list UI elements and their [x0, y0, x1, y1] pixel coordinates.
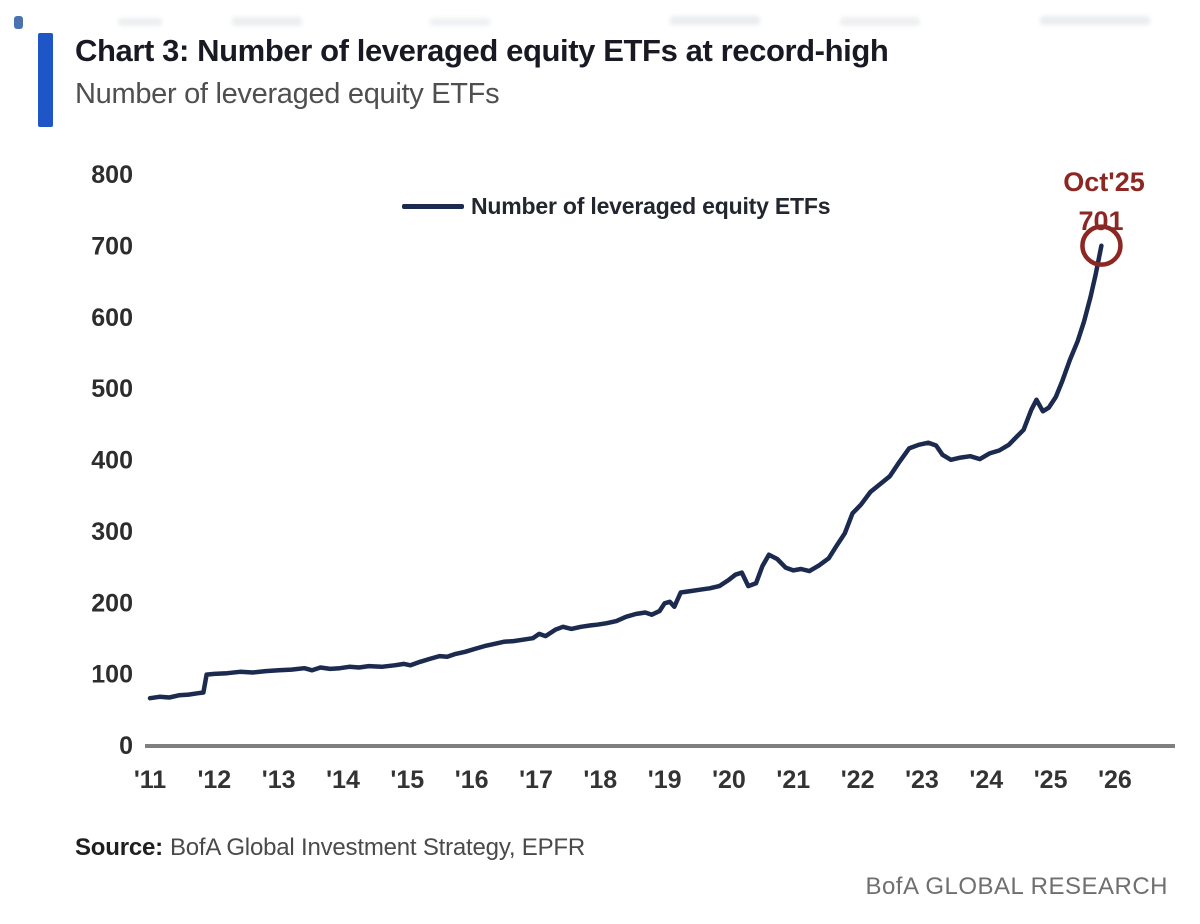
x-axis-tick-label: '19 — [648, 766, 682, 794]
data-line — [147, 243, 1104, 701]
x-axis-tick-label: '11 — [134, 766, 166, 794]
x-axis-tick-label: '12 — [197, 766, 231, 794]
x-axis-tick-label: '26 — [1098, 766, 1132, 794]
y-axis-tick-label: 400 — [91, 447, 133, 475]
x-axis-tick-label: '13 — [262, 766, 296, 794]
x-axis-tick-label: '15 — [390, 766, 424, 794]
y-axis-tick-label: 100 — [91, 661, 133, 689]
y-axis-tick-label: 0 — [119, 732, 133, 760]
legend-series-label: Number of leveraged equity ETFs — [471, 193, 831, 219]
title-accent-bar — [38, 33, 53, 127]
x-axis-tick-label: '22 — [841, 766, 875, 794]
x-axis-tick-label: '16 — [455, 766, 489, 794]
x-axis-tick-label: '24 — [969, 766, 1003, 794]
y-axis-tick-label: 700 — [91, 232, 133, 260]
x-axis-tick-label: '18 — [583, 766, 617, 794]
y-axis-tick-label: 300 — [91, 518, 133, 546]
x-axis-tick-label: '20 — [712, 766, 746, 794]
cropped-text-speck — [14, 16, 23, 29]
chart-title: Chart 3: Number of leveraged equity ETFs… — [75, 33, 889, 68]
x-axis-tick-label: '14 — [326, 766, 360, 794]
y-axis-tick-label: 500 — [91, 375, 133, 403]
y-axis-tick-label: 600 — [91, 304, 133, 332]
annotation-date-label: Oct'25 — [1063, 167, 1144, 197]
bofa-global-research-watermark: BofA GLOBAL RESEARCH — [865, 873, 1168, 900]
x-axis-tick-label: '21 — [776, 766, 810, 794]
record-high-circle — [1080, 224, 1123, 267]
legend-line-swatch — [402, 204, 464, 209]
chart-legend: Number of leveraged equity ETFs — [402, 193, 831, 220]
x-axis-tick-label: '23 — [905, 766, 939, 794]
source-text: BofA Global Investment Strategy, EPFR — [169, 834, 585, 861]
source-label: Source: — [75, 834, 163, 861]
x-axis-tick-label: '17 — [519, 766, 553, 794]
y-axis-tick-label: 800 — [91, 161, 133, 189]
source-row: Source: BofA Global Investment Strategy, … — [75, 834, 585, 862]
y-axis-tick-label: 200 — [91, 589, 133, 617]
annotation-value-label: 701 — [1078, 206, 1123, 236]
chart-subtitle: Number of leveraged equity ETFs — [75, 78, 500, 110]
chart-plot-group: 0 100 200 300 400 500 600 700 800 '11 '12 '13 '14 '15… — [91, 161, 1175, 794]
x-axis-tick-label: '25 — [1034, 766, 1068, 794]
